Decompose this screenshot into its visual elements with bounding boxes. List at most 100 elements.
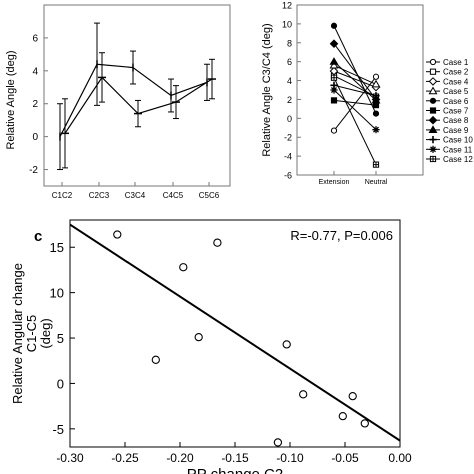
- panel-b-x-tick-label: Extension: [319, 179, 350, 186]
- panel-b-point: [330, 22, 338, 29]
- panel-b-series-line: [333, 89, 377, 131]
- panel-a-y-tick-label: -2: [29, 165, 38, 176]
- panel-b-series-line: [333, 70, 377, 88]
- panel-b-y-axis: -6 -4 -2 0 2 4 6 8 10 12: [282, 1, 301, 181]
- panel-c-y-tick-label: 5: [57, 331, 64, 346]
- panel-c-x-tick-label: -0.15: [221, 451, 249, 465]
- panel-c-point: [299, 390, 308, 399]
- panel-c-y-tick-label: 10: [50, 286, 64, 301]
- panel-c-y-axis-label-line: C1-C5: [24, 315, 39, 353]
- panel-c-annotation: R=-0.77, P=0.006: [290, 228, 393, 243]
- panel-a-plot-frame: [43, 4, 231, 187]
- panel-c-point: [179, 263, 188, 272]
- panel-b-plot-frame: [296, 4, 424, 176]
- panel-b-legend-label: Case 8: [443, 116, 469, 125]
- panel-b-legend-marker-cross: [430, 156, 436, 162]
- panel-c-point: [273, 438, 283, 447]
- panel-b-legend-marker: [428, 86, 438, 95]
- panel-c-points: [113, 230, 369, 447]
- panel-a-x-tick-label: C2C3: [89, 191, 110, 200]
- panel-a-x-tick-label: C1C2: [52, 191, 73, 200]
- panel-a-x-tick-label: C4C5: [163, 191, 184, 200]
- panel-b-legend-marker: [429, 58, 437, 66]
- panel-c-x-tick-label: -0.20: [166, 451, 194, 465]
- panel-b-series-line: [333, 76, 377, 131]
- panel-a-y-tick-label: 6: [32, 33, 38, 44]
- panel-b-point: [330, 127, 338, 134]
- panel-c-fit-line: [69, 223, 401, 442]
- panel-b-point: [329, 60, 339, 69]
- panel-b-y-tick-label: 12: [282, 1, 292, 11]
- panel-c-point: [282, 340, 291, 349]
- panel-b-legend-marker: [429, 145, 437, 153]
- panel-b-y-tick-label: 0: [287, 114, 292, 124]
- panel-b-legend-label: Case 2: [443, 68, 469, 77]
- panel-b-y-tick-label: 8: [287, 38, 292, 48]
- panel-b-series: [329, 22, 381, 168]
- panel-b-series-line: [333, 77, 377, 165]
- panel-b-point: [371, 95, 381, 104]
- panel-b-legend-label: Case 7: [443, 107, 469, 116]
- panel-c-y-tick-label: -5: [52, 422, 64, 437]
- panel-b: -6 -4 -2 0 2 4 6 8 10 12 Extension Neutral Relativ…: [261, 1, 473, 187]
- panel-c-y-axis-label: Relative Angular change C1-C5 (deg): [10, 263, 53, 404]
- panel-c-y-tick-label: 15: [50, 240, 64, 255]
- panel-b-y-tick-label: 6: [287, 57, 292, 67]
- panel-b-point: [330, 86, 338, 94]
- panel-b-point: [372, 73, 380, 80]
- panel-c-x-axis: -0.30 -0.25 -0.20 -0.15 -0.10 -0.05 0.00: [56, 442, 412, 465]
- panel-c-y-axis-label-line: Relative Angular change: [10, 263, 25, 404]
- panel-b-point: [329, 39, 339, 49]
- panel-b-y-axis-label: Relative Angle C3/C4 (deg): [261, 23, 273, 156]
- panel-b-legend-label: Case 6: [443, 97, 469, 106]
- panel-c-label: c: [34, 228, 42, 245]
- panel-b-legend-label: Case 10: [443, 136, 473, 145]
- panel-b-y-tick-label: -6: [284, 171, 292, 181]
- panel-c: c -5 0 5 10 15 -0.30 -0.25 -0.20 -0.15 -0.10 -0.0…: [10, 219, 412, 474]
- panel-b-point: [330, 97, 338, 104]
- panel-a-series: [57, 22, 216, 171]
- panel-b-point: [371, 79, 381, 88]
- panel-b-legend-label: Case 5: [443, 87, 469, 96]
- panel-a-x-tick-label: C3C4: [125, 191, 146, 200]
- panel-b-series-line: [333, 84, 377, 97]
- panel-c-x-axis-label: PP change C2: [187, 466, 283, 474]
- panel-a-y-axis-label: Relative Angle (deg): [5, 50, 17, 149]
- panel-b-point: [372, 110, 380, 117]
- panel-a-y-axis: -2 0 2 4 6: [29, 33, 48, 176]
- panel-c-y-axis-label-line: (deg): [38, 318, 53, 348]
- panel-c-point: [348, 392, 357, 401]
- panel-c-y-tick-label: 0: [57, 376, 64, 391]
- panel-c-point: [213, 238, 222, 247]
- panel-b-point: [372, 126, 380, 134]
- panel-b-point-cross: [373, 162, 379, 168]
- panel-a: -2 0 2 4 6 C1C2 C2C3 C3C4 C4C5 C5C6 Relative Ang…: [5, 4, 231, 200]
- panel-c-x-tick-label: 0.00: [388, 451, 412, 465]
- panel-b-legend-label: Case 9: [443, 126, 469, 135]
- panel-b-legend-label: Case 1: [443, 58, 469, 67]
- panel-b-point-cross: [331, 75, 337, 81]
- panel-a-y-tick-label: 0: [32, 132, 38, 143]
- panel-b-x-axis: Extension Neutral: [319, 171, 388, 186]
- panel-c-point: [338, 411, 347, 421]
- panel-b-legend-label: Case 12: [443, 155, 473, 164]
- panel-c-point: [360, 419, 369, 428]
- panel-c-fit: [69, 223, 401, 442]
- panel-b-legend-label: Case 11: [443, 145, 473, 154]
- panel-b-y-tick-label: -2: [284, 133, 292, 143]
- panel-b-series-line: [333, 25, 377, 114]
- panel-b-legend-marker: [428, 115, 438, 125]
- panel-b-point: [329, 57, 339, 65]
- panel-b-y-tick-label: 10: [282, 19, 292, 29]
- panel-b-series-line: [333, 43, 377, 100]
- panel-b-series-line: [333, 75, 377, 98]
- panel-c-x-tick-label: -0.10: [276, 451, 304, 465]
- panel-c-y-axis: -5 0 5 10 15: [50, 240, 75, 437]
- panel-c-x-tick-label: -0.05: [331, 451, 359, 465]
- panel-c-point: [194, 332, 203, 342]
- panel-c-point: [113, 230, 122, 239]
- panel-b-legend-label: Case 4: [443, 77, 469, 86]
- panel-b-legend-marker: [428, 77, 438, 86]
